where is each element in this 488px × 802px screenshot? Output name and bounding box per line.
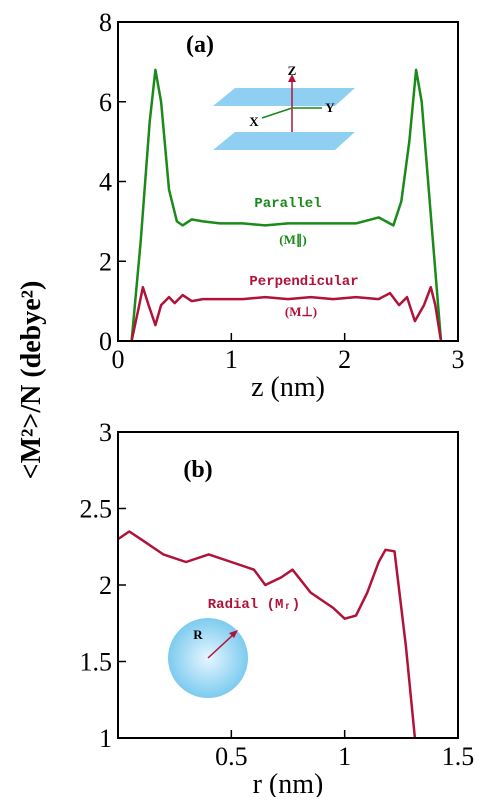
annotation: X (249, 114, 259, 129)
y-tick-label: 2.5 (80, 495, 113, 524)
series-line (117, 530, 417, 739)
x-tick-label: 1.5 (442, 742, 475, 771)
sphere-inset (168, 618, 248, 698)
planes-inset (213, 74, 355, 150)
y-tick-label: 3 (99, 418, 112, 447)
x-axis-label: r (nm) (253, 769, 324, 797)
y-tick-label: 1 (99, 724, 112, 753)
x-tick-label: 3 (452, 345, 465, 374)
x-axis-label: z (nm) (251, 372, 325, 403)
annotation: Z (288, 63, 297, 78)
y-tick-label: 4 (99, 168, 112, 197)
y-tick-label: 2 (99, 571, 112, 600)
x-tick-label: 0 (112, 345, 125, 374)
annotation: Y (325, 100, 335, 115)
plot-frame (117, 21, 459, 342)
series-line (130, 68, 443, 342)
annotation: (M∥) (279, 232, 306, 248)
y-tick-label: 8 (99, 8, 112, 37)
y-tick-label: 0 (99, 327, 112, 356)
annotation: R (193, 627, 203, 642)
x-tick-label: 0.5 (215, 742, 248, 771)
y-tick-label: 1.5 (80, 648, 113, 677)
series-line (130, 285, 443, 342)
y-tick-label: 2 (99, 247, 112, 276)
y-axis-label: <M²>/N (debye²) (16, 281, 47, 480)
series-label: Parallel (254, 196, 321, 212)
y-tick-label: 6 (99, 88, 112, 117)
annotation: (M⊥) (285, 304, 317, 319)
x-tick-label: 1 (338, 742, 351, 771)
x-tick-label: 1 (225, 345, 238, 374)
series-label: Radial (Mᵣ) (208, 597, 300, 613)
series-label: Perpendicular (249, 274, 358, 290)
panel-label: (a) (186, 32, 214, 58)
plot-frame (117, 431, 459, 739)
panel-label: (b) (183, 457, 212, 483)
x-tick-label: 2 (338, 345, 351, 374)
